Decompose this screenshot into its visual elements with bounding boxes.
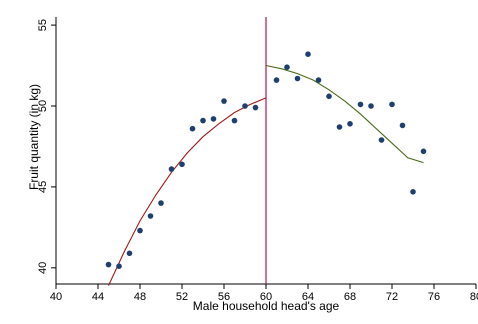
- x-tick-label-56: 56: [218, 291, 230, 303]
- data-point-18: [305, 51, 311, 57]
- data-point-2: [126, 250, 133, 257]
- x-tick-label-80: 80: [470, 291, 478, 303]
- x-tick-label-52: 52: [176, 291, 188, 303]
- data-point-23: [357, 101, 364, 108]
- x-tick-label-64: 64: [302, 291, 314, 303]
- data-point-25: [378, 137, 385, 143]
- data-point-8: [189, 125, 196, 132]
- x-tick-label-60: 60: [260, 291, 272, 303]
- data-point-22: [347, 121, 353, 127]
- x-tick-label-72: 72: [386, 291, 398, 303]
- data-point-15: [273, 77, 280, 83]
- x-tick-label-48: 48: [134, 291, 146, 303]
- y-tick-label-50: 50: [37, 100, 49, 112]
- right-fit-curve: [265, 64, 424, 164]
- data-point-16: [284, 64, 290, 70]
- y-tick-label-40: 40: [37, 262, 49, 274]
- y-axis-title: Fruit quantity (in kg): [27, 84, 41, 190]
- y-tick-label-55: 55: [37, 19, 49, 31]
- y-tick-label-45: 45: [37, 181, 49, 193]
- data-point-5: [158, 200, 164, 206]
- data-point-28: [410, 189, 416, 195]
- data-point-7: [179, 161, 185, 168]
- data-point-19: [315, 77, 322, 83]
- data-point-21: [336, 124, 343, 130]
- data-point-10: [210, 116, 217, 122]
- data-point-17: [294, 75, 301, 82]
- data-point-14: [252, 104, 259, 111]
- data-point-13: [242, 103, 248, 109]
- data-point-11: [221, 98, 227, 104]
- x-tick-label-76: 76: [428, 291, 440, 303]
- data-point-12: [231, 117, 238, 124]
- x-tick-label-44: 44: [92, 291, 104, 303]
- axes: 40 44 48 52 56 60 64 68 72 76 80 40 45 50 55: [37, 17, 478, 303]
- data-point-3: [137, 227, 143, 234]
- left-fit-curve: [108, 97, 267, 286]
- data-point-27: [399, 122, 406, 129]
- fit-curves: [108, 64, 424, 286]
- data-point-4: [147, 213, 154, 219]
- data-point-24: [368, 103, 374, 109]
- data-point-29: [420, 148, 427, 155]
- x-axis-title: Male household head's age: [193, 299, 340, 313]
- data-point-0: [105, 261, 112, 268]
- data-point-9: [200, 117, 206, 124]
- x-tick-label-68: 68: [344, 291, 356, 303]
- data-point-6: [168, 166, 175, 172]
- x-tick-label-40: 40: [50, 291, 62, 303]
- data-point-20: [326, 93, 332, 100]
- data-point-26: [389, 101, 395, 108]
- data-point-1: [116, 263, 122, 270]
- data-points: [105, 51, 427, 270]
